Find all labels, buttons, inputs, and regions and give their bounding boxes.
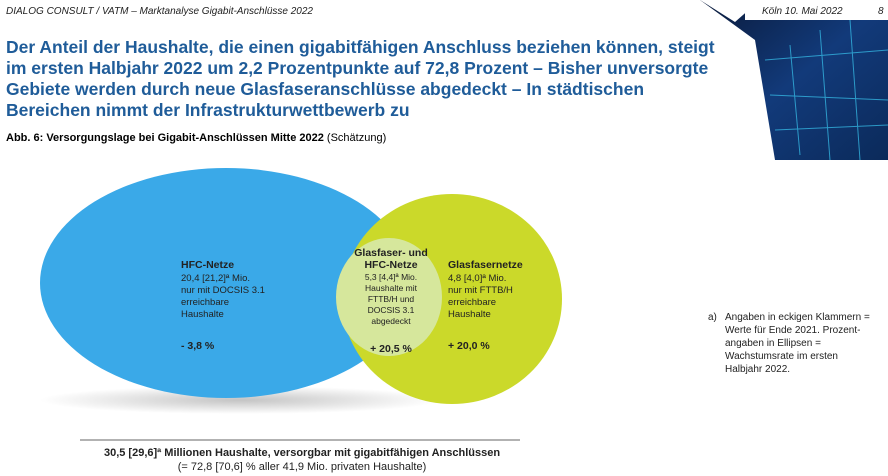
overlap-change: + 20,5 % [370,343,412,355]
fiber-line: Haushalte [448,309,491,320]
overlap-line: FTTB/H und [368,294,415,304]
footnote-line: Angaben in eckigen Klammern = [725,312,870,323]
hfc-line: erreichbare [181,297,229,308]
total-line: 30,5 [29,6]ª Millionen Haushalte, versor… [104,447,500,459]
overlap-ellipse [336,238,442,356]
overlap-line: DOCSIS 3.1 [368,305,415,315]
overlap-line: Haushalte mit [365,283,418,293]
hfc-line: nur mit DOCSIS 3.1 [181,285,265,296]
image-pattern [764,19,888,161]
footnote-line: Halbjahr 2022. [725,364,790,375]
overlap-line: 5,3 [4,4]ª Mio. [365,272,417,282]
title-line: Bereichen nimmt der Infrastrukturwettbew… [6,100,410,120]
fiber-line: nur mit FTTB/H [448,285,513,296]
shadow [40,386,440,414]
hfc-change: - 3,8 % [181,340,215,352]
title-line: Gebiete werden durch neue Glasfaseransch… [6,79,644,99]
footnote-line: angaben in Ellipsen = [725,338,821,349]
hfc-line: 20,4 [21,2]ª Mio. [181,273,250,284]
caption: Abb. 6: Versorgungslage bei Gigabit-Ansc… [6,132,386,144]
hfc-title: HFC-Netze [181,259,234,271]
header-date: Köln 10. Mai 2022 [762,6,843,17]
footnote-line: Wachstumsrate im ersten [725,351,838,362]
header-left: DIALOG CONSULT / VATM – Marktanalyse Gig… [6,6,313,17]
footnote-line: Werte für Ende 2021. Prozent- [725,325,860,336]
caption-label: Abb. 6: Versorgungslage bei Gigabit-Ansc… [6,132,324,144]
caption-note: (Schätzung) [327,132,386,144]
fiber-title: Glasfasernetze [448,259,523,271]
footnote-marker: a) [708,312,717,323]
fiber-line: erreichbare [448,297,496,308]
fiber-change: + 20,0 % [448,340,490,352]
overlap-title: HFC-Netze [364,259,417,271]
title-line: Der Anteil der Haushalte, die einen giga… [6,37,715,57]
fiber-line: 4,8 [4,0]ª Mio. [448,273,506,284]
hfc-line: Haushalte [181,309,224,320]
hfc-ellipse [40,168,412,398]
header-page: 8 [878,6,884,17]
header-image [700,0,888,160]
overlap-title: Glasfaser- und [354,247,428,259]
total-line: (= 72,8 [70,6] % aller 41,9 Mio. private… [178,461,427,473]
header-band [745,0,888,20]
title-line: im ersten Halbjahr 2022 um 2,2 Prozentpu… [6,58,708,78]
overlap-line: abgedeckt [371,316,411,326]
